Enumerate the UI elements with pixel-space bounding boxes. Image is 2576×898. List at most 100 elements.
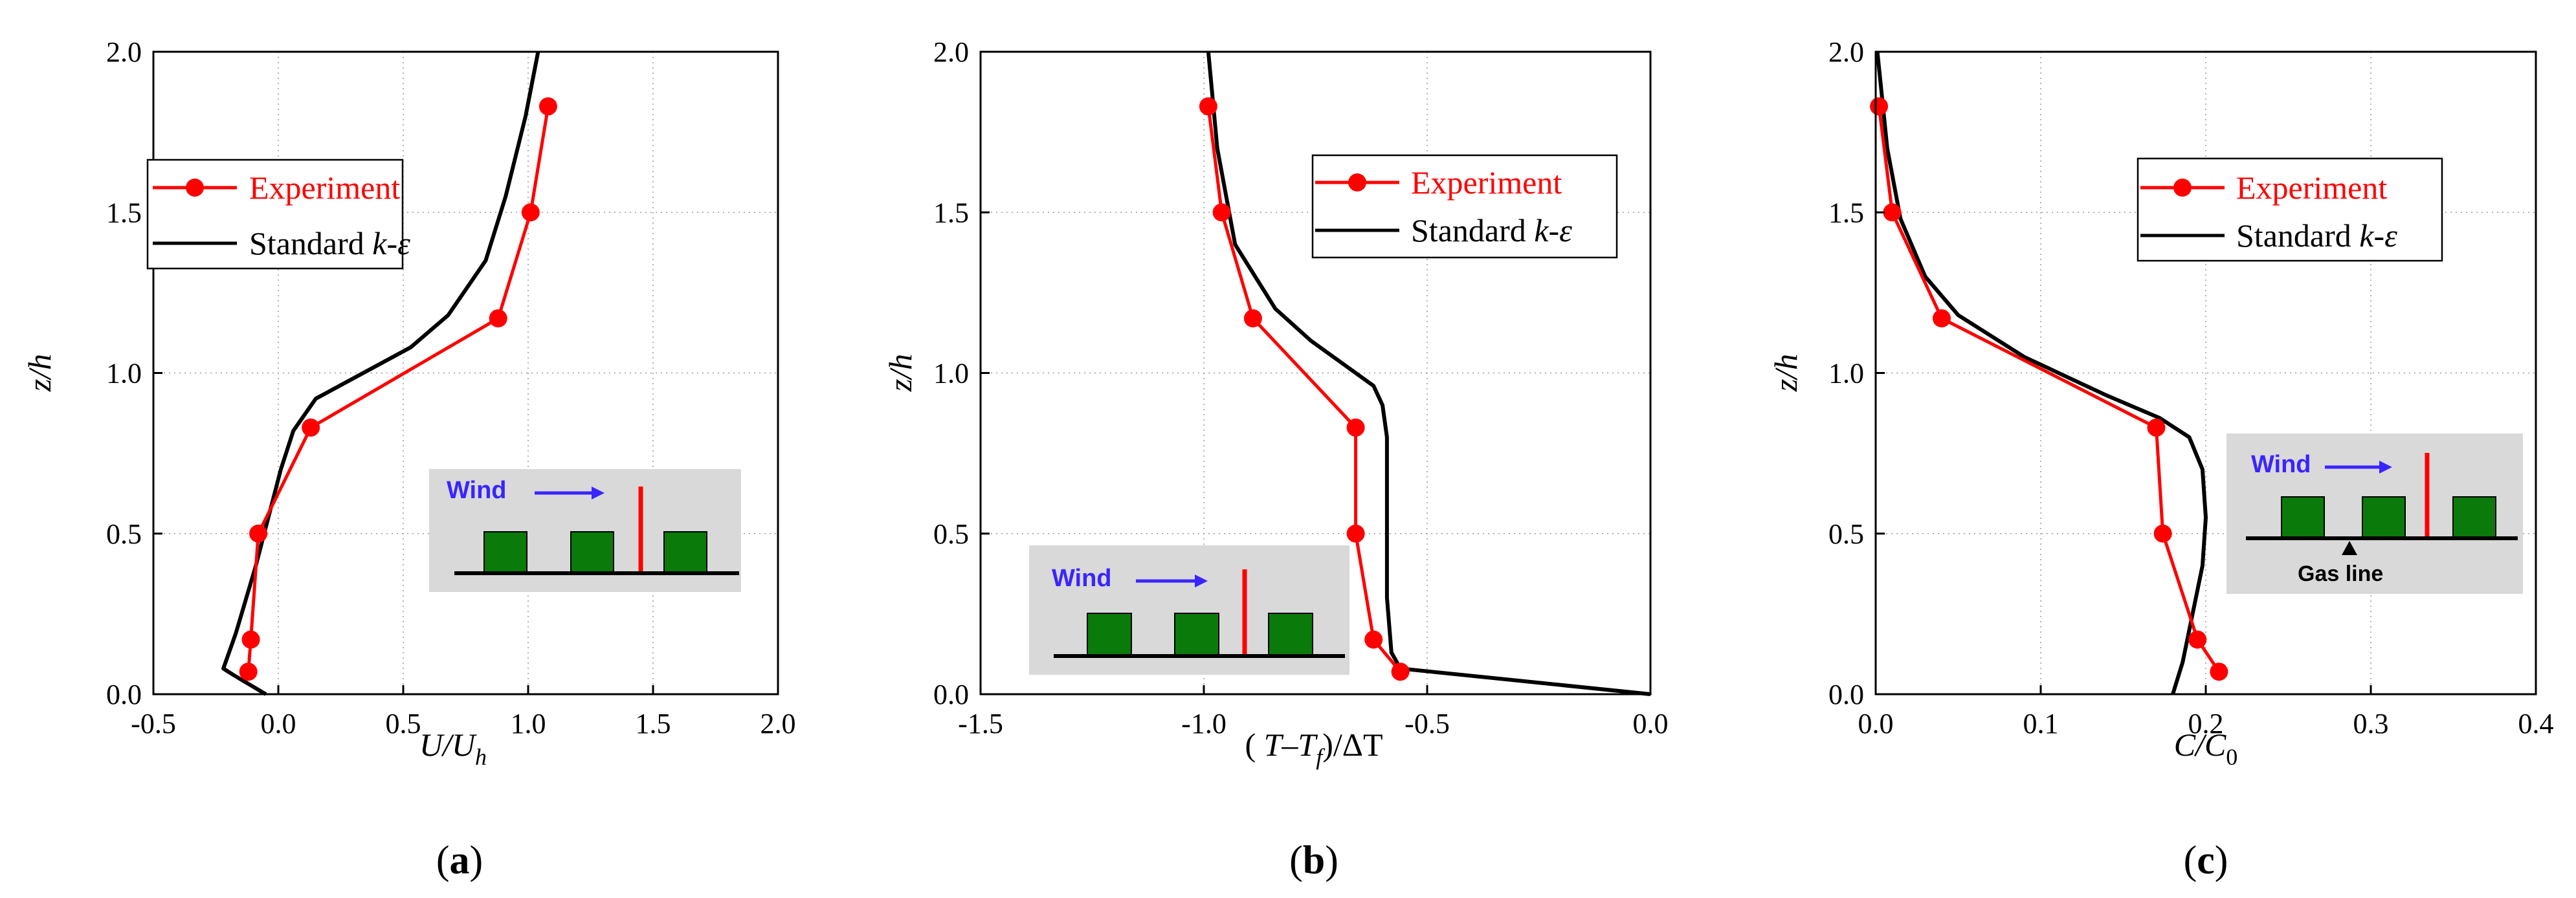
panel-c-series: [1870, 51, 2228, 695]
panel-c-ytick-label: 2.0: [1828, 36, 1864, 68]
panel-b-ytick-label: 0.0: [933, 679, 969, 710]
panel-b-legend-experiment-label: Experiment: [1411, 164, 1562, 201]
panel-c-ytick-label: 1.5: [1828, 197, 1864, 228]
panel-a-xlabel: U/Uh: [419, 727, 487, 770]
panel-c-inset-wind-arrowhead: [2379, 461, 2392, 474]
panel-c-grid: [1876, 52, 2536, 694]
panel-b: -1.5 -1.0 -0.5 0.0 0.0 0.5 1.0 1.5 2.0 Experimen…: [882, 36, 1669, 882]
panel-a-inset-wind-label: Wind: [447, 477, 507, 504]
panel-a-legend-standard-label: Standard k-ε: [249, 225, 410, 261]
panel-b-experiment-point: [1212, 203, 1231, 222]
panel-b-experiment-point: [1391, 663, 1410, 681]
panel-c-xtick-label: 0.1: [2023, 708, 2059, 739]
panel-a-ytick-label: 1.0: [106, 358, 142, 389]
panel-a-inset-building-3: [663, 531, 707, 573]
panel-b-experiment-point: [1346, 524, 1365, 543]
panel-a-xtick-label: 1.0: [511, 708, 546, 739]
panel-b-standard-line: [1206, 51, 1651, 696]
panel-b-inset-building-2: [1174, 613, 1219, 656]
panel-b-inset-building-3: [1268, 613, 1313, 656]
panel-c-experiment-point: [1870, 97, 1889, 116]
panel-c-inset-building-3: [2452, 496, 2496, 538]
panel-a-caption: (a): [436, 838, 483, 882]
panel-c-legend-experiment-marker: [2173, 179, 2192, 197]
panel-c-xtick-label: 0.0: [1858, 708, 1894, 739]
panel-c-legend-standard-label: Standard k-ε: [2236, 217, 2397, 254]
panel-b-legend-standard-label: Standard k-ε: [1411, 212, 1572, 248]
panel-a-experiment-point: [241, 630, 260, 649]
panel-c-ylabel: z/h: [1768, 354, 1804, 392]
panel-a-experiment-point: [302, 418, 320, 437]
panel-b-legend-experiment-marker: [1348, 173, 1366, 192]
panel-a-xtick-label: 0.5: [386, 708, 421, 739]
panel-a-ytick-label: 0.5: [106, 518, 142, 550]
panel-a-legend-box: [146, 159, 404, 270]
panel-b-series: [1199, 51, 1651, 696]
panel-a: -0.5 0.0 0.5 1.0 1.5 2.00.00.51.01.52.0 Exper…: [21, 36, 796, 882]
panel-b-xtick-label: -0.5: [1405, 708, 1450, 739]
panel-c-experiment-point: [1883, 203, 1902, 222]
panel-a-ytick-label: 1.5: [106, 197, 142, 228]
panel-a-xtick-label: 2.0: [761, 708, 796, 739]
panel-c-xtick-label: 0.3: [2353, 708, 2389, 739]
panel-b-xtick-label: -1.5: [958, 708, 1003, 739]
panel-a-experiment-point: [489, 309, 507, 328]
panel-c-xlabel: C/C0: [2174, 727, 2238, 770]
panel-b-ytick-label: 2.0: [933, 36, 969, 68]
panel-b-ticks: -1.5 -1.0 -0.5 0.0 0.0 0.5 1.0 1.5 2.0: [933, 36, 1669, 739]
panel-b-legend: Experiment Standard k-ε: [1311, 154, 1618, 259]
panel-c-experiment-point: [2153, 524, 2172, 543]
panel-b-ytick-label: 1.5: [933, 197, 969, 228]
panel-c-xtick-label: 0.4: [2518, 708, 2554, 739]
panel-a-ytick-label: 2.0: [106, 36, 142, 68]
panel-b-grid: [981, 52, 1650, 694]
panel-b-ytick-label: 0.5: [933, 518, 969, 550]
panel-a-ytick-label: 0.0: [106, 679, 142, 710]
panel-a-standard-line: [221, 51, 540, 696]
panel-a-xtick-label: -0.5: [131, 708, 176, 739]
panel-b-inset-building-1: [1087, 613, 1132, 656]
panel-a-inset-wind-arrowhead: [592, 487, 605, 499]
panel-b-experiment-point: [1199, 97, 1217, 116]
panel-a-legend-experiment-marker: [186, 179, 204, 197]
panel-c-legend-experiment-label: Experiment: [2236, 170, 2387, 206]
panel-c-standard-line: [1875, 51, 2208, 695]
panel-b-legend-box: [1311, 154, 1618, 259]
panel-c-inset-gas-line-label: Gas line: [2298, 562, 2383, 586]
panel-c-legend-box: [2137, 157, 2443, 262]
panel-b-xtick-label: 0.0: [1633, 708, 1669, 739]
panel-a-experiment-point: [249, 524, 268, 543]
panel-c-caption: (c): [2184, 838, 2228, 882]
panel-b-experiment-point: [1346, 418, 1365, 437]
panel-c-inset-building-1: [2281, 496, 2325, 538]
panel-c-inset-building-2: [2362, 496, 2406, 538]
panel-a-experiment-point: [539, 97, 557, 116]
panel-c-experiment-point: [1933, 309, 1951, 328]
panel-a-legend: Experiment Standard k-ε: [146, 159, 410, 270]
panel-b-inset-wind-arrowhead: [1195, 575, 1208, 587]
panel-b-caption: (b): [1289, 838, 1338, 882]
panel-b-xlabel: ( T–Tf)/ΔT: [1245, 727, 1382, 770]
panel-c-inset-wind-label: Wind: [2251, 451, 2311, 478]
panel-b-inset-wind-label: Wind: [1052, 565, 1112, 592]
panel-b-ylabel: z/h: [882, 354, 918, 392]
panel-a-inset: Wind: [429, 469, 741, 592]
panel-a-xtick-label: 0.0: [261, 708, 296, 739]
panel-c-ticks: 0.0 0.1 0.2 0.3 0.4 0.0 0.5 1.0 1.5 2.0: [1828, 36, 2554, 739]
panel-c-xtick-label: 0.2: [2188, 708, 2224, 739]
panel-a-ticks: -0.5 0.0 0.5 1.0 1.5 2.00.00.51.01.52.0: [106, 36, 796, 739]
panel-b-xtick-label: -1.0: [1181, 708, 1227, 739]
panel-a-series: [221, 51, 557, 696]
panel-c: 0.0 0.1 0.2 0.3 0.4 0.0 0.5 1.0 1.5 2.0 Experimen…: [1768, 36, 2554, 882]
panel-c-ytick-label: 0.5: [1828, 518, 1864, 550]
panel-c-experiment-point: [2147, 418, 2166, 437]
panel-a-experiment-point: [521, 203, 540, 222]
panel-b-inset: Wind: [1029, 545, 1349, 675]
panel-b-ytick-label: 1.0: [933, 358, 969, 389]
panel-c-inset: Wind Gas line: [2226, 433, 2523, 594]
panel-a-ylabel: z/h: [21, 354, 58, 392]
panel-a-experiment-point: [239, 663, 258, 681]
panel-b-experiment-point: [1364, 630, 1383, 649]
panel-c-ytick-label: 0.0: [1828, 679, 1864, 710]
